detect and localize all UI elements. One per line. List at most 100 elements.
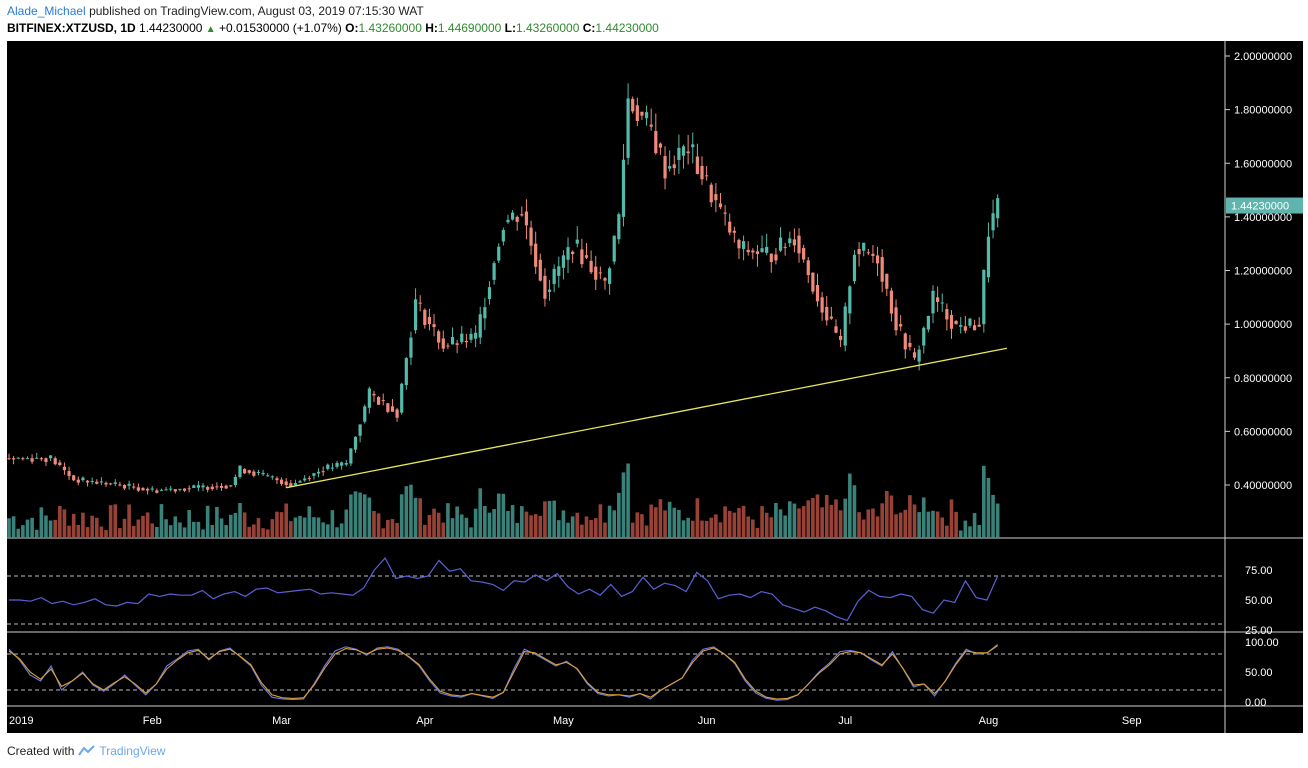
candle-body: [949, 315, 954, 329]
volume-bar: [339, 523, 344, 538]
candle-body: [899, 324, 903, 327]
volume-bar: [894, 514, 898, 538]
volume-bar: [399, 494, 404, 538]
volume-bar: [681, 520, 686, 538]
candle-body: [39, 458, 43, 460]
candle-body: [769, 253, 773, 263]
candle-body: [875, 255, 880, 264]
candle-body: [233, 476, 237, 485]
volume-bar: [187, 510, 191, 538]
volume-bar: [492, 509, 496, 538]
volume-bar: [958, 530, 963, 538]
candle-body: [797, 235, 801, 254]
volume-bar: [293, 517, 298, 538]
chart-canvas[interactable]: 2.00000000 1.80000000 1.60000000 1.40000000…: [7, 41, 1303, 733]
volume-bar: [520, 506, 524, 538]
tradingview-link[interactable]: TradingView: [78, 744, 165, 758]
volume-bar: [446, 503, 450, 538]
candle-body: [381, 400, 385, 402]
candle-body: [668, 166, 672, 169]
volume-bar: [529, 515, 533, 538]
candle-body: [497, 246, 501, 261]
candle-body: [839, 335, 843, 340]
candle-body: [441, 338, 445, 349]
candle-body: [99, 481, 103, 483]
candle-body: [510, 212, 515, 220]
volume-bar: [312, 517, 316, 538]
candle-body: [931, 290, 935, 314]
volume-bar: [122, 518, 127, 538]
candle-body: [127, 483, 131, 486]
volume-bar: [584, 516, 589, 538]
volume-bar: [196, 521, 201, 538]
volume-bar: [654, 507, 658, 538]
volume-bar: [455, 506, 459, 538]
volume-bar: [247, 526, 252, 538]
chart-area[interactable]: 2.00000000 1.80000000 1.60000000 1.40000000…: [7, 41, 1303, 733]
volume-bar: [62, 509, 67, 538]
candle-body: [132, 486, 136, 488]
volume-bar: [589, 519, 593, 538]
volume-bar: [215, 506, 219, 538]
volume-bar: [635, 512, 640, 538]
volume-bar: [44, 515, 48, 538]
candle-body: [321, 471, 325, 473]
volume-bar: [390, 518, 395, 538]
volume-bar: [515, 522, 519, 538]
tradingview-brand: TradingView: [99, 744, 166, 758]
stoch-d-line: [8, 645, 998, 700]
ohlc-legend: BITFINEX:XTZUSD, 1D 1.44230000 ▲ +0.0153…: [7, 21, 659, 35]
candle-body: [67, 471, 71, 477]
volume-bar: [127, 504, 131, 538]
candle-body: [474, 332, 478, 339]
candle-body: [714, 194, 718, 201]
volume-bar: [413, 497, 418, 538]
candle-body: [677, 147, 681, 161]
candle-body: [423, 309, 427, 325]
candle-body: [266, 475, 270, 477]
volume-bar: [672, 507, 677, 538]
rsi-tick-label: 25.00: [1245, 625, 1273, 637]
volume-bar: [141, 515, 145, 538]
candle-body: [7, 458, 11, 460]
author-link[interactable]: Alade_Michael: [7, 4, 86, 18]
volume-bar: [940, 517, 945, 538]
volume-bar: [626, 463, 630, 538]
candle-body: [25, 458, 30, 460]
time-tick-label: Aug: [979, 715, 999, 727]
time-tick-label: 2019: [9, 715, 33, 727]
candle-body: [279, 479, 284, 485]
candle-body: [866, 252, 870, 254]
candle-body: [986, 236, 991, 278]
volume-bar: [751, 519, 755, 538]
candle-body: [335, 462, 339, 467]
volume-bar: [570, 516, 575, 538]
time-tick-label: Sep: [1122, 715, 1142, 727]
volume-bar: [968, 526, 972, 538]
candle-body: [723, 212, 727, 214]
volume-bar: [875, 516, 880, 538]
candle-body: [732, 230, 736, 233]
volume-bar: [912, 504, 917, 538]
candle-body: [455, 343, 459, 345]
volume-bar: [797, 508, 801, 538]
volume-bar: [898, 512, 903, 538]
volume-bar: [344, 509, 349, 538]
candle-body: [848, 286, 852, 314]
volume-bar: [866, 509, 871, 538]
volume-bar: [760, 506, 764, 538]
candle-body: [386, 403, 390, 412]
volume-bar: [145, 512, 150, 538]
volume-bar: [603, 522, 607, 538]
candle-body: [658, 143, 663, 148]
candle-body: [48, 455, 53, 459]
candle-body: [187, 488, 191, 490]
candle-body: [109, 483, 113, 485]
candle-body: [649, 124, 653, 127]
candle-body: [936, 297, 940, 302]
candle-body: [806, 260, 810, 276]
volume-bar: [459, 514, 464, 538]
volume-bar: [954, 511, 958, 538]
volume-bar: [358, 492, 362, 538]
candle-body: [945, 309, 949, 320]
